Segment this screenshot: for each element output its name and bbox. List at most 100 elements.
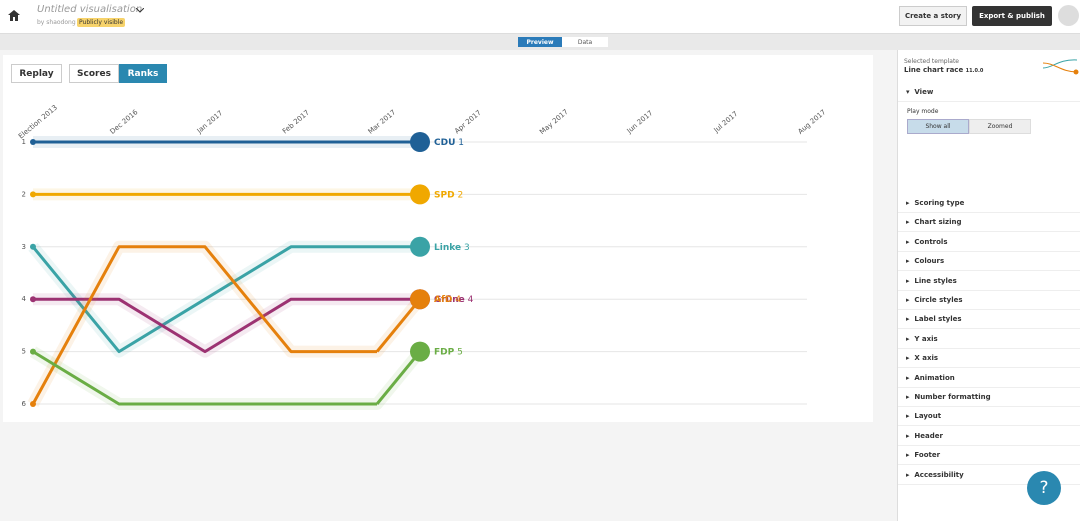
start-dot [30,296,36,303]
end-circle [410,132,430,152]
section-label: Scoring type [914,199,965,207]
create-story-button[interactable]: Create a story [899,6,967,26]
preview-tab[interactable]: Preview [518,37,562,47]
end-label: SPD 2 [434,190,463,200]
title-dropdown[interactable] [136,8,144,14]
y-tick-label: 6 [22,400,27,408]
series-line [31,245,377,405]
series-rank: 4 [455,295,461,305]
panel-section[interactable]: ▸ Animation [898,369,1080,388]
vis-title[interactable]: Untitled visualisation [37,4,143,15]
export-button[interactable]: Export & publish [972,6,1052,26]
race-segment [375,298,422,353]
panel-section[interactable]: ▸ X axis [898,349,1080,369]
settings-panel: Selected template Line chart race 11.0.0… [897,50,1080,521]
panel-section[interactable]: ▸ Layout [898,407,1080,427]
section-label: Animation [914,373,955,382]
race-segment [375,350,422,405]
x-tick-label: Feb 2017 [281,109,311,136]
panel-section[interactable]: ▸ Controls [898,233,1080,252]
series-line [31,245,377,354]
section-label: Accessibility [914,470,964,479]
end-label: Grüne 4 [434,295,474,305]
x-tick-label: May 2017 [538,108,570,136]
panel-section[interactable]: ▸ Label styles [898,310,1080,330]
template-label: Selected template [904,58,960,65]
x-tick-label: Jan 2017 [195,109,225,136]
template-thumbnail [1043,59,1079,75]
start-dot [30,401,36,407]
panel-section[interactable]: ▸ Circle styles [898,291,1080,310]
home-icon[interactable] [8,10,20,21]
section-label: Layout [914,412,942,421]
y-tick-label: 5 [22,348,26,356]
section-label: Colours [914,257,945,266]
series-name: FDP [434,347,455,357]
template-version: 11.0.0 [965,68,984,74]
x-tick-label: Election 2013 [17,104,59,141]
end-label: AfD 4 [434,295,461,305]
panel-section[interactable]: ▸ Accessibility [898,466,1080,485]
section-label: Label styles [914,315,962,324]
view-label: View [914,88,934,96]
start-dot [30,139,36,145]
x-tick-label: Dec 2016 [109,108,140,136]
byline: by shaodong [37,19,76,26]
chart-card [3,55,873,422]
data-tab[interactable]: Data [562,37,608,47]
start-dot [30,243,36,250]
y-tick-label: 2 [22,190,26,198]
section-label: Circle styles [914,296,963,304]
play-mode-label: Play mode [907,108,939,115]
panel-section[interactable]: ▸ Y axis [898,330,1080,349]
section-label: Number formatting [914,393,991,401]
section-label: Header [914,431,943,440]
help-button[interactable]: ? [1027,471,1061,505]
panel-section[interactable]: ▸ Number formatting [898,388,1080,407]
show-all-button[interactable]: Show all [907,119,969,134]
scores-button[interactable]: Scores [69,64,119,83]
template-name-text: Line chart race [904,66,964,74]
start-dot [30,191,36,198]
start-dot [30,348,36,355]
view-section[interactable]: ▾ View [898,83,1080,102]
x-tick-label: Jun 2017 [625,109,655,136]
series-rank: 2 [457,190,463,200]
series-name: Linke [434,242,461,252]
y-tick-label: 1 [22,138,26,146]
end-circle [410,236,430,257]
section-label: Line styles [914,276,957,285]
end-circle [410,341,430,362]
x-tick-label: Jul 2017 [712,110,740,135]
series-name: AfD [434,295,452,305]
panel-section[interactable]: ▸ Line styles [898,272,1080,291]
series-name: Grüne [434,295,465,305]
section-label: Y axis [914,334,938,343]
avatar[interactable] [1058,5,1079,26]
x-tick-label: Mar 2017 [367,108,398,136]
panel-section[interactable]: ▸ Scoring type [898,194,1080,213]
ranks-button[interactable]: Ranks [119,64,167,83]
section-label: Controls [914,237,948,246]
end-label: Linke 3 [434,242,470,252]
panel-section[interactable]: ▸ Chart sizing [898,213,1080,233]
end-circle [410,289,430,310]
header: Untitled visualisation by shaodong Publi… [0,0,1080,34]
zoomed-button[interactable]: Zoomed [969,119,1031,134]
panel-section[interactable]: ▸ Colours [898,252,1080,272]
end-label: CDU 1 [434,138,464,148]
template-name: Line chart race 11.0.0 [904,66,983,74]
series-rank: 3 [464,242,470,252]
section-label: Footer [914,451,941,460]
section-label: Chart sizing [914,218,962,227]
end-label: FDP 5 [434,347,463,357]
replay-button[interactable]: Replay [11,64,62,83]
line-halo [29,346,425,410]
end-circle [410,184,430,205]
panel-section[interactable]: ▸ Footer [898,446,1080,466]
x-tick-label: Apr 2017 [453,109,483,136]
panel-section[interactable]: ▸ Header [898,427,1080,446]
x-tick-label: Aug 2017 [797,108,828,136]
chart: 1 2 3 4 5 6 Election 2013 Dec 2016 Jan 2017 Feb 2… [17,104,828,410]
